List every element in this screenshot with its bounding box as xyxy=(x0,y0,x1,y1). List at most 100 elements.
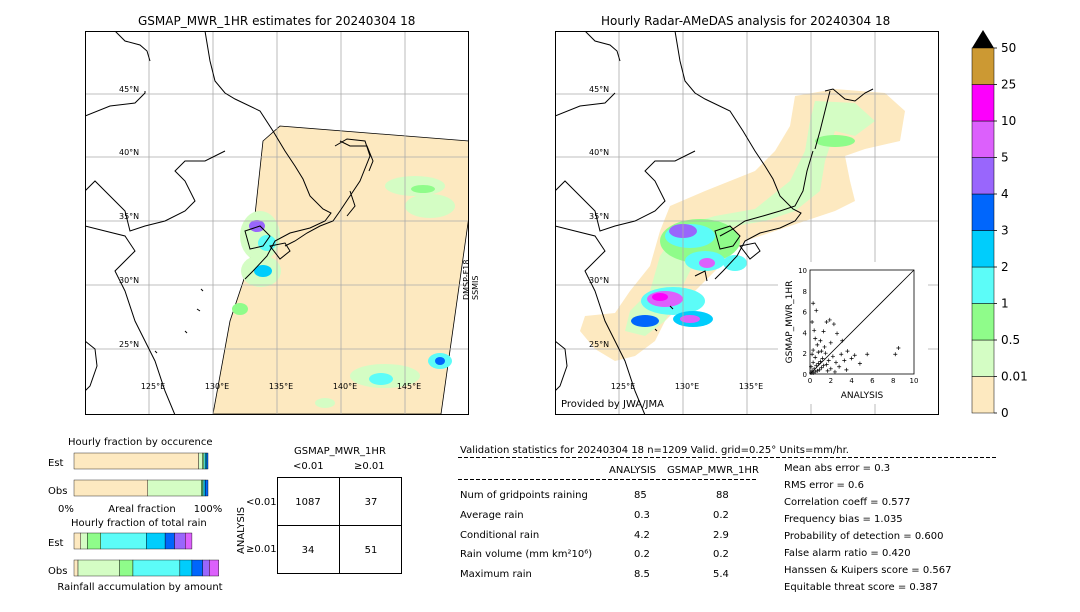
colorbar-segment xyxy=(971,339,995,377)
fraction-bar-segment xyxy=(205,479,209,497)
fraction-bar-segment xyxy=(209,559,219,577)
lon-label: 125°E xyxy=(611,382,635,391)
scatter-point xyxy=(813,355,818,360)
colorbar-extend-arrow xyxy=(972,30,994,48)
stat-analysis: 0.2 xyxy=(634,549,650,560)
lon-label: 125°E xyxy=(141,382,165,391)
scatter-point xyxy=(811,360,816,365)
scatter-point xyxy=(857,361,862,366)
colorbar-segment xyxy=(971,303,995,341)
fraction-bar-segment xyxy=(206,452,209,470)
colorbar-segment xyxy=(971,120,995,158)
fraction-bar-segment xyxy=(203,452,206,470)
colorbar-segment xyxy=(971,193,995,231)
contingency-row-header: ≥0.01 xyxy=(246,544,277,555)
scatter-point xyxy=(826,358,831,363)
left-map: 45°N 40°N 35°N 30°N 25°N 125°E 130°E 135… xyxy=(85,31,469,415)
scatter-point xyxy=(814,363,819,368)
left-map-title: GSMAP_MWR_1HR estimates for 20240304 18 xyxy=(138,14,416,28)
lon-label: 135°E xyxy=(739,382,763,391)
scatter-ytick: 4 xyxy=(803,329,808,337)
colorbar-segment xyxy=(971,230,995,268)
bar-category-label: Est xyxy=(48,538,64,549)
header-dashed-line xyxy=(458,457,996,458)
stat-label: Num of gridpoints raining xyxy=(460,490,588,501)
scatter-ytick: 10 xyxy=(798,267,807,275)
scatter-xtick: 2 xyxy=(829,377,833,385)
scatter-point xyxy=(815,368,820,373)
scatter-point xyxy=(831,322,836,327)
score-line: Correlation coeff = 0.577 xyxy=(784,497,911,508)
scatter-ytick: 0 xyxy=(803,371,807,379)
stat-analysis: 4.2 xyxy=(634,530,650,541)
score-line: RMS error = 0.6 xyxy=(784,480,864,491)
scatter-xtick: 0 xyxy=(808,377,812,385)
fraction-bar-segment xyxy=(132,559,181,577)
scatter-point xyxy=(814,308,819,313)
colorbar-segment xyxy=(971,376,995,414)
lat-label: 45°N xyxy=(589,85,609,94)
scatter-point xyxy=(837,364,842,369)
scatter-point xyxy=(839,352,844,357)
bar-category-label: Est xyxy=(48,458,64,469)
lat-label: 25°N xyxy=(119,340,139,349)
stat-analysis: 8.5 xyxy=(634,569,650,580)
scatter-point xyxy=(844,367,849,372)
scatter-point xyxy=(813,336,818,341)
scatter-point xyxy=(820,356,825,361)
scatter-ytick: 8 xyxy=(803,288,807,296)
occurrence-xlabel: Areal fraction xyxy=(108,504,175,514)
contingency-cell: 51 xyxy=(365,545,378,556)
contingency-col-header: ≥0.01 xyxy=(354,461,385,472)
scatter-point xyxy=(815,342,820,347)
colorbar-label: 0.5 xyxy=(1001,333,1020,347)
scatter-point xyxy=(811,370,816,375)
colorbar-label: 50 xyxy=(1001,41,1016,55)
scatter-point xyxy=(812,366,817,371)
bar-category-label: Obs xyxy=(48,566,67,577)
scatter-point xyxy=(816,350,821,355)
colorbar-label: 10 xyxy=(1001,114,1016,128)
lon-label: 130°E xyxy=(205,382,229,391)
scatter-point xyxy=(834,360,838,365)
scatter-ytick: 2 xyxy=(803,350,807,358)
fraction-bar-segment xyxy=(73,532,81,550)
scatter-point xyxy=(842,358,847,363)
fraction-bar-segment xyxy=(164,532,175,550)
scatter-point xyxy=(852,353,857,358)
scatter-point xyxy=(835,331,840,336)
fraction-bar-segment xyxy=(202,452,205,470)
left-lon-labels: 125°E 130°E 135°E 140°E 145°E xyxy=(141,382,421,391)
colorbar-label: 5 xyxy=(1001,151,1009,165)
scatter-point xyxy=(817,367,822,372)
scatter-point xyxy=(849,356,854,361)
lat-label: 30°N xyxy=(119,276,139,285)
fraction-bar-segment xyxy=(198,452,203,470)
lat-label: 40°N xyxy=(119,148,139,157)
fraction-bar-segment xyxy=(73,559,79,577)
right-lat-labels: 45°N 40°N 35°N 30°N 25°N xyxy=(589,85,609,349)
xtick-label: 100% xyxy=(194,504,223,514)
colorbar-label: 2 xyxy=(1001,260,1009,274)
scatter-point xyxy=(812,328,817,333)
xtick-label: 0% xyxy=(58,504,74,514)
stat-label: Conditional rain xyxy=(460,530,540,541)
stat-gsmap: 2.9 xyxy=(713,530,729,541)
swath-label: DMSP-F18 SSMIS xyxy=(462,259,480,300)
fraction-bar-segment xyxy=(179,559,193,577)
data-credit: Provided by JWA/JMA xyxy=(561,399,664,410)
scatter-point xyxy=(816,361,821,366)
colorbar-label: 3 xyxy=(1001,224,1009,238)
stat-label: Maximum rain xyxy=(460,569,532,580)
scatter-point xyxy=(824,320,829,324)
lon-label: 135°E xyxy=(269,382,293,391)
scatter-ytick: 6 xyxy=(803,309,808,317)
scatter-xtick: 4 xyxy=(849,377,854,385)
col-analysis: ANALYSIS xyxy=(609,465,657,476)
right-coastlines xyxy=(555,31,874,415)
occurrence-chart: Est Obs 0% 100% Areal fraction xyxy=(48,452,223,514)
colorbar-label: 25 xyxy=(1001,78,1016,92)
contingency-cell: 37 xyxy=(365,497,378,508)
contingency-grid: 1087 37 34 51 xyxy=(277,477,402,574)
scatter-point xyxy=(823,351,828,356)
